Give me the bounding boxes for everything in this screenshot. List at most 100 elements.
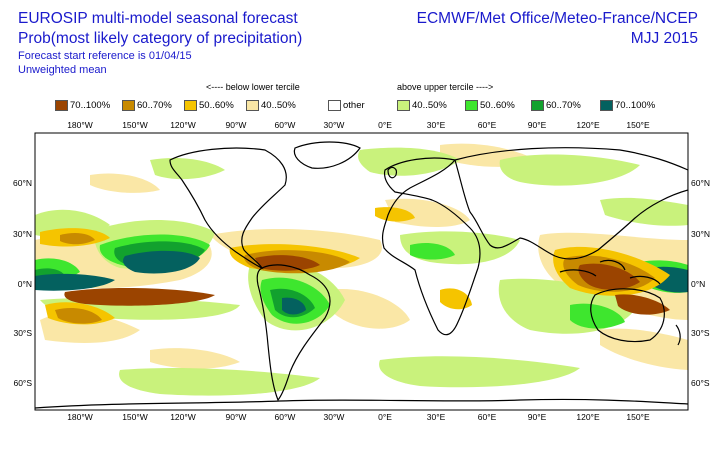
above-70-100-areas xyxy=(35,250,688,315)
field-area xyxy=(358,147,460,176)
field-area xyxy=(35,273,115,291)
field-area xyxy=(282,297,306,315)
legend-swatch xyxy=(397,99,410,111)
lon-tick-label: 150°E xyxy=(626,412,650,422)
probability-fields xyxy=(35,143,688,396)
legend-label: 50..60% xyxy=(199,99,234,111)
mean-type: Unweighted mean xyxy=(18,64,107,76)
lon-tick-label: 180°W xyxy=(67,120,93,130)
field-area xyxy=(375,207,415,222)
lon-tick-label: 150°W xyxy=(122,120,148,130)
lat-tick-label: 0°N xyxy=(691,279,705,289)
map-frame xyxy=(34,132,689,411)
field-area xyxy=(410,243,455,260)
legend-item: 60..70% xyxy=(122,98,172,112)
legend-item: 40..50% xyxy=(397,98,447,112)
field-area xyxy=(615,294,670,315)
legend-item: 50..60% xyxy=(184,98,234,112)
field-area xyxy=(578,263,640,290)
greenland-coast xyxy=(293,141,361,169)
lon-tick-label: 30°E xyxy=(427,120,446,130)
legend-label: 40..50% xyxy=(412,99,447,111)
lat-tick-label: 30°N xyxy=(691,229,710,239)
lat-tick-label: 30°N xyxy=(13,229,32,239)
lon-tick-label: 30°W xyxy=(324,120,345,130)
map-title: EUROSIP multi-model seasonal forecast xyxy=(18,10,298,27)
source-block: ECMWF/Met Office/Meteo-France/NCEP MJJ 2… xyxy=(417,9,698,49)
lat-tick-label: 0°N xyxy=(18,279,32,289)
south-america-coast xyxy=(256,264,331,402)
field-area xyxy=(90,173,160,193)
lon-tick-label: 90°W xyxy=(226,412,247,422)
lat-tick-label: 60°N xyxy=(13,178,32,188)
antarctica-coast xyxy=(35,398,688,409)
below-tercile-caption: <---- below lower tercile xyxy=(206,82,300,92)
lon-tick-label: 60°E xyxy=(478,412,497,422)
field-area xyxy=(255,255,320,271)
lon-tick-label: 0°E xyxy=(378,412,392,422)
legend-label: other xyxy=(343,99,365,111)
legend-swatch xyxy=(184,99,197,111)
title-block: EUROSIP multi-model seasonal forecast Pr… xyxy=(18,9,302,77)
below-70-100-areas xyxy=(64,255,670,315)
lat-tick-label: 60°S xyxy=(13,378,32,388)
lat-labels-left: 60°N 30°N 0°N 30°S 60°S xyxy=(13,178,32,388)
uk-coast xyxy=(387,166,397,179)
lat-tick-label: 60°N xyxy=(691,178,710,188)
europe-africa-coast xyxy=(381,157,481,336)
legend-item: other xyxy=(328,98,365,112)
season-label: MJJ 2015 xyxy=(630,30,698,47)
legend-label: 40..50% xyxy=(261,99,296,111)
field-area xyxy=(119,367,321,396)
above-tercile-caption: above upper tercile ----> xyxy=(397,82,494,92)
lon-tick-label: 60°E xyxy=(478,120,497,130)
legend-swatch xyxy=(122,99,135,111)
lon-tick-label: 120°W xyxy=(170,120,196,130)
legend-item: 70..100% xyxy=(600,98,655,112)
field-area xyxy=(330,289,410,329)
field-area xyxy=(600,328,688,370)
field-area xyxy=(150,348,240,369)
coastlines xyxy=(35,141,688,409)
north-america-coast xyxy=(169,147,287,270)
legend-item: 70..100% xyxy=(55,98,110,112)
legend-swatch xyxy=(465,99,478,111)
lat-labels-right: 60°N 30°N 0°N 30°S 60°S xyxy=(691,178,710,388)
lon-tick-label: 150°W xyxy=(122,412,148,422)
lon-tick-label: 120°W xyxy=(170,412,196,422)
lon-tick-label: 60°W xyxy=(275,120,296,130)
color-legend: 70..100% 60..70% 50..60% 40..50% other 40..50… xyxy=(0,98,723,114)
lon-tick-label: 30°W xyxy=(324,412,345,422)
lon-tick-label: 30°E xyxy=(427,412,446,422)
field-area xyxy=(123,250,200,274)
field-area xyxy=(60,232,95,245)
asia-coast xyxy=(454,147,688,260)
legend-item: 50..60% xyxy=(465,98,515,112)
lon-tick-label: 150°E xyxy=(626,120,650,130)
legend-label: 50..60% xyxy=(480,99,515,111)
lon-labels-top: 180°W 150°W 120°W 90°W 60°W 30°W 0°E 30°E 60°E 90… xyxy=(67,120,650,130)
field-area xyxy=(499,154,640,186)
lat-tick-label: 30°S xyxy=(13,328,32,338)
lon-tick-label: 60°W xyxy=(275,412,296,422)
agencies-label: ECMWF/Met Office/Meteo-France/NCEP xyxy=(416,10,698,27)
lon-tick-label: 90°E xyxy=(528,120,547,130)
legend-swatch xyxy=(55,99,68,111)
legend-item: 40..50% xyxy=(246,98,296,112)
lon-tick-label: 90°W xyxy=(226,120,247,130)
legend-label: 60..70% xyxy=(137,99,172,111)
legend-label: 60..70% xyxy=(546,99,581,111)
legend-swatch xyxy=(328,99,341,111)
lon-labels-bottom: 180°W 150°W 120°W 90°W 60°W 30°W 0°E 30°E 60°E 90… xyxy=(67,412,650,422)
australia-coast xyxy=(590,288,665,343)
legend-swatch xyxy=(600,99,613,111)
map-subtitle: Prob(most likely category of precipitati… xyxy=(18,30,303,47)
forecast-start-reference: Forecast start reference is 01/04/15 xyxy=(18,50,192,62)
new-zealand-coast xyxy=(675,324,681,346)
field-area xyxy=(379,356,580,388)
legend-captions: <---- below lower tercile above upper te… xyxy=(0,82,723,96)
legend-label: 70..100% xyxy=(70,99,111,111)
field-area xyxy=(150,158,225,180)
legend-item: 60..70% xyxy=(531,98,581,112)
